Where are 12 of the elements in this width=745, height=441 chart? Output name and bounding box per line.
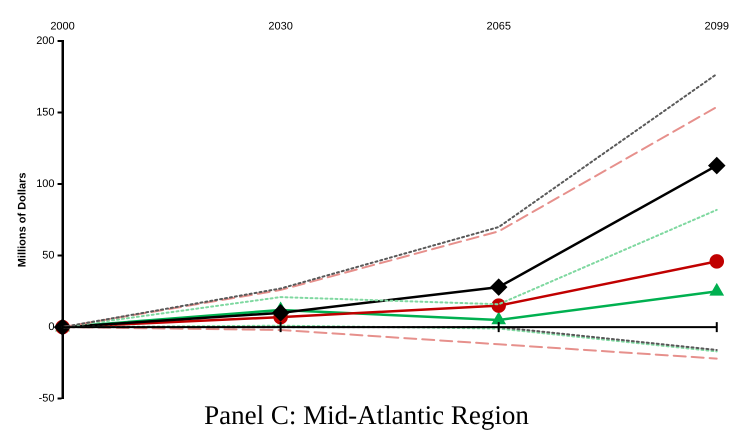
x-tick-label: 2099	[704, 20, 730, 33]
y-tick-label: 50	[42, 250, 55, 262]
x-tick-label: 2030	[268, 20, 293, 33]
y-tick-label: 100	[36, 178, 55, 190]
y-tick-label: 150	[36, 106, 55, 119]
y-axis-title: Millions of Dollars	[16, 172, 29, 268]
y-tick-label: -50	[38, 392, 55, 405]
y-tick-label: 200	[36, 35, 55, 48]
y-tick-label: 0	[48, 321, 55, 334]
x-tick-label: 2000	[50, 20, 75, 33]
x-tick-label: 2065	[486, 20, 511, 33]
text: Panel C: Mid-Atlantic Region	[204, 400, 530, 430]
